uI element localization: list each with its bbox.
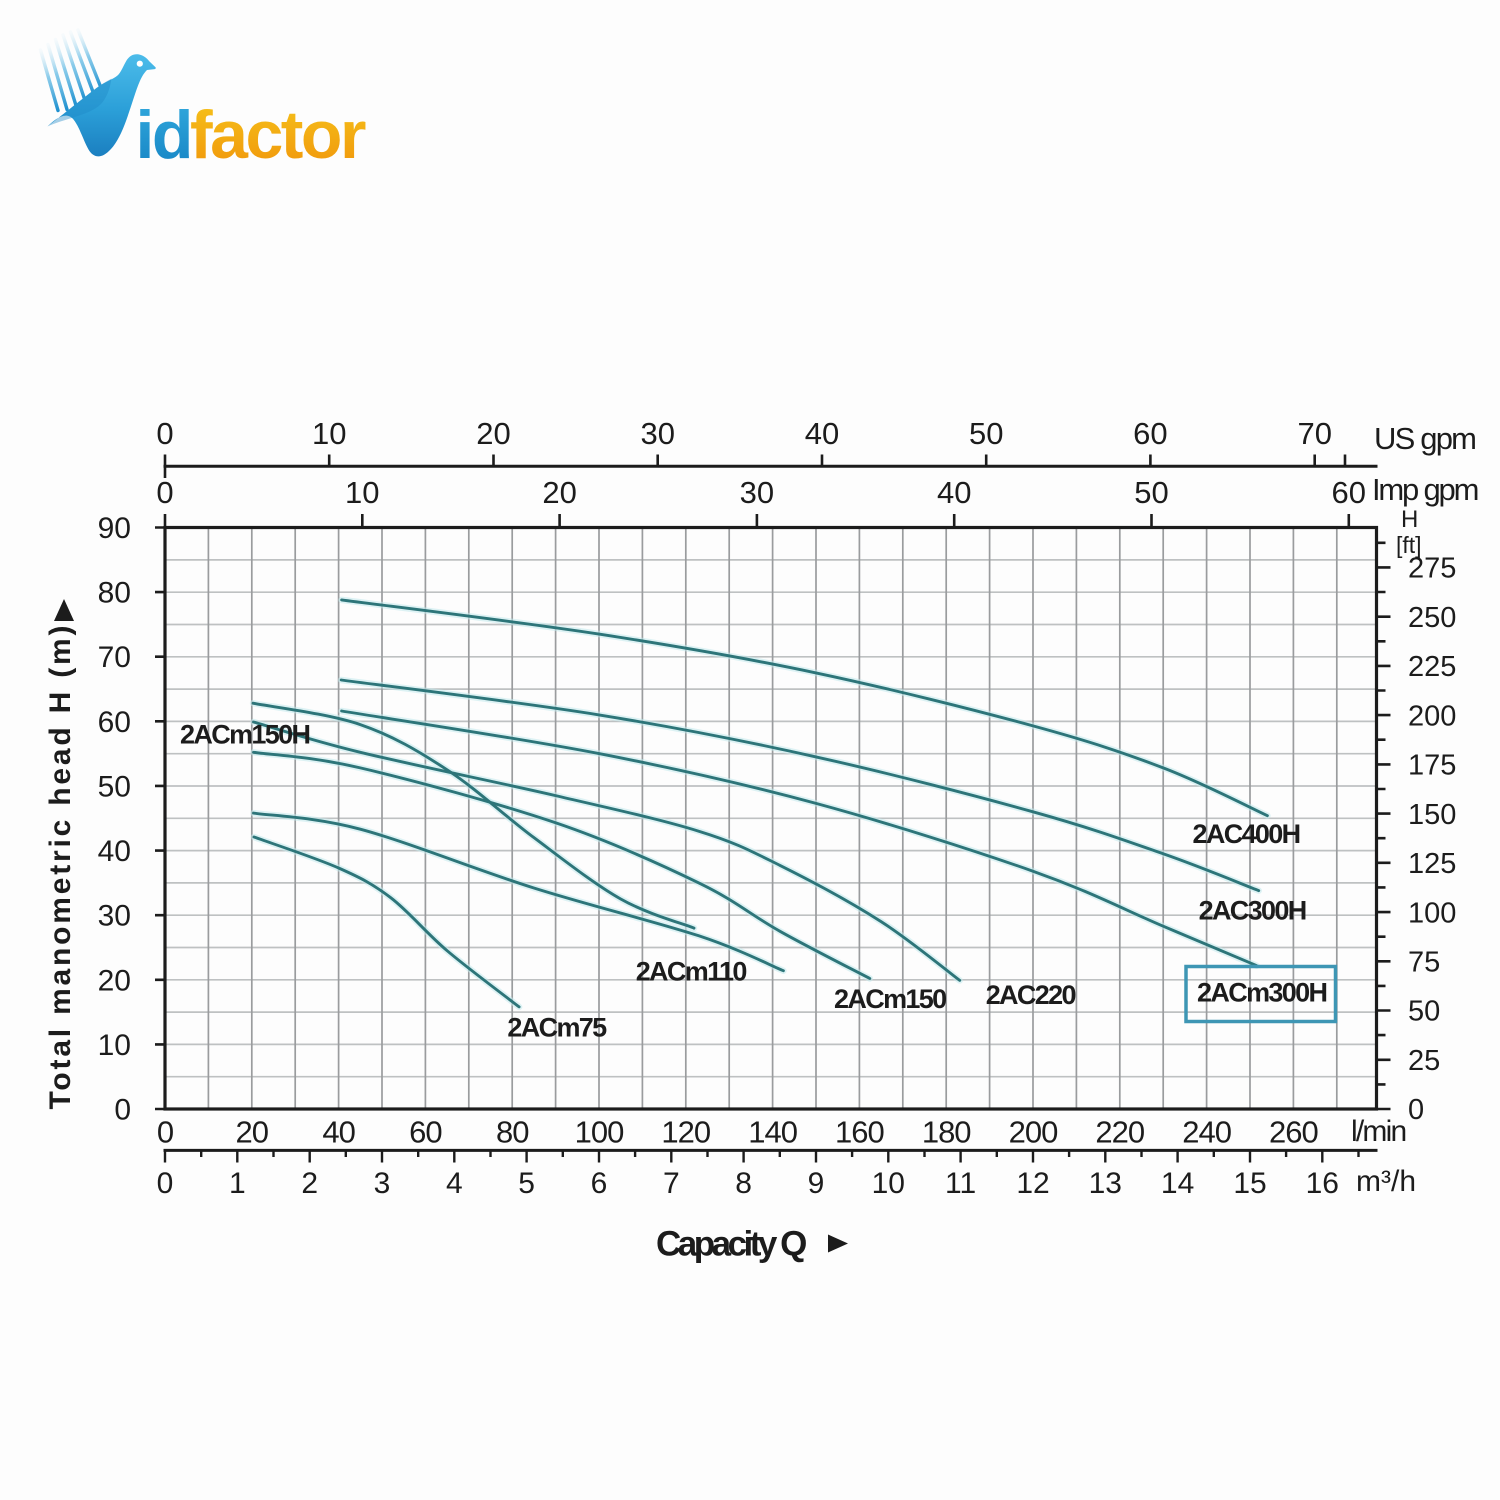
svg-text:75: 75	[1408, 947, 1440, 979]
svg-text:[ft]: [ft]	[1396, 532, 1422, 558]
svg-text:2AC400H: 2AC400H	[1193, 819, 1300, 849]
svg-text:5: 5	[518, 1167, 535, 1200]
svg-text:10: 10	[98, 1029, 131, 1062]
svg-text:0: 0	[156, 416, 173, 451]
svg-text:90: 90	[98, 512, 131, 545]
svg-text:6: 6	[591, 1167, 608, 1200]
svg-text:20: 20	[542, 475, 576, 510]
svg-text:100: 100	[1408, 897, 1456, 929]
svg-text:8: 8	[735, 1167, 752, 1200]
svg-text:30: 30	[640, 416, 674, 451]
svg-text:20: 20	[476, 416, 510, 451]
svg-text:14: 14	[1161, 1167, 1194, 1200]
svg-text:10: 10	[312, 416, 346, 451]
svg-text:2ACm150: 2ACm150	[834, 984, 946, 1014]
svg-text:3: 3	[374, 1167, 391, 1200]
svg-text:100: 100	[575, 1115, 624, 1150]
svg-text:60: 60	[409, 1115, 442, 1150]
svg-text:factor: factor	[190, 97, 366, 173]
svg-text:80: 80	[98, 577, 131, 610]
svg-text:150: 150	[1408, 799, 1456, 831]
svg-text:225: 225	[1408, 651, 1456, 683]
svg-text:50: 50	[1134, 475, 1168, 510]
svg-text:1: 1	[229, 1167, 246, 1200]
svg-text:4: 4	[446, 1167, 463, 1200]
svg-text:US gpm: US gpm	[1374, 421, 1475, 456]
svg-text:50: 50	[969, 416, 1003, 451]
svg-text:0: 0	[156, 475, 173, 510]
svg-text:200: 200	[1408, 700, 1456, 732]
svg-text:id: id	[136, 97, 191, 173]
svg-text:275: 275	[1408, 553, 1456, 585]
svg-text:80: 80	[496, 1115, 529, 1150]
svg-text:Capacity Q: Capacity Q	[656, 1225, 806, 1264]
svg-text:2ACm300H: 2ACm300H	[1197, 978, 1327, 1008]
svg-text:9: 9	[808, 1167, 825, 1200]
svg-text:Imp gpm: Imp gpm	[1372, 472, 1478, 507]
svg-text:50: 50	[1408, 996, 1440, 1028]
svg-text:11: 11	[945, 1167, 976, 1200]
svg-text:30: 30	[98, 900, 131, 933]
svg-text:16: 16	[1306, 1167, 1339, 1200]
svg-text:2: 2	[301, 1167, 318, 1200]
svg-text:15: 15	[1233, 1167, 1266, 1200]
svg-text:13: 13	[1089, 1167, 1122, 1200]
svg-text:0: 0	[157, 1115, 174, 1150]
svg-text:m³/h: m³/h	[1356, 1165, 1416, 1198]
svg-text:10: 10	[872, 1167, 905, 1200]
svg-text:25: 25	[1408, 1045, 1440, 1077]
svg-text:125: 125	[1408, 848, 1456, 880]
svg-text:60: 60	[1332, 475, 1366, 510]
svg-text:2ACm75: 2ACm75	[507, 1013, 607, 1043]
svg-text:120: 120	[661, 1115, 710, 1150]
svg-text:160: 160	[835, 1115, 884, 1150]
svg-text:175: 175	[1408, 750, 1456, 782]
svg-text:250: 250	[1408, 602, 1456, 634]
svg-text:7: 7	[663, 1167, 680, 1200]
svg-text:2AC220: 2AC220	[986, 980, 1076, 1010]
svg-text:0: 0	[114, 1094, 131, 1127]
svg-text:40: 40	[98, 835, 131, 868]
svg-text:40: 40	[805, 416, 839, 451]
svg-text:0: 0	[1408, 1094, 1424, 1126]
svg-text:50: 50	[98, 770, 131, 803]
svg-text:220: 220	[1095, 1115, 1144, 1150]
svg-text:70: 70	[98, 641, 131, 674]
svg-text:180: 180	[922, 1115, 971, 1150]
svg-text:30: 30	[740, 475, 774, 510]
svg-text:10: 10	[345, 475, 379, 510]
svg-text:40: 40	[322, 1115, 355, 1150]
svg-text:2ACm150H: 2ACm150H	[180, 720, 310, 750]
svg-text:l/min: l/min	[1351, 1115, 1405, 1148]
svg-text:60: 60	[1133, 416, 1167, 451]
svg-text:240: 240	[1182, 1115, 1231, 1150]
svg-text:140: 140	[748, 1115, 797, 1150]
svg-text:260: 260	[1269, 1115, 1318, 1150]
svg-text:20: 20	[236, 1115, 269, 1150]
svg-text:2ACm110: 2ACm110	[636, 957, 747, 987]
svg-text:H: H	[1401, 506, 1418, 533]
svg-text:2AC300H: 2AC300H	[1199, 896, 1306, 926]
svg-text:20: 20	[98, 964, 131, 997]
svg-text:Total manometric head H (m): Total manometric head H (m)	[44, 623, 77, 1110]
svg-text:12: 12	[1016, 1167, 1049, 1200]
svg-text:40: 40	[937, 475, 971, 510]
svg-text:200: 200	[1009, 1115, 1058, 1150]
svg-text:70: 70	[1297, 416, 1331, 451]
svg-text:60: 60	[98, 706, 131, 739]
svg-text:0: 0	[157, 1167, 174, 1200]
